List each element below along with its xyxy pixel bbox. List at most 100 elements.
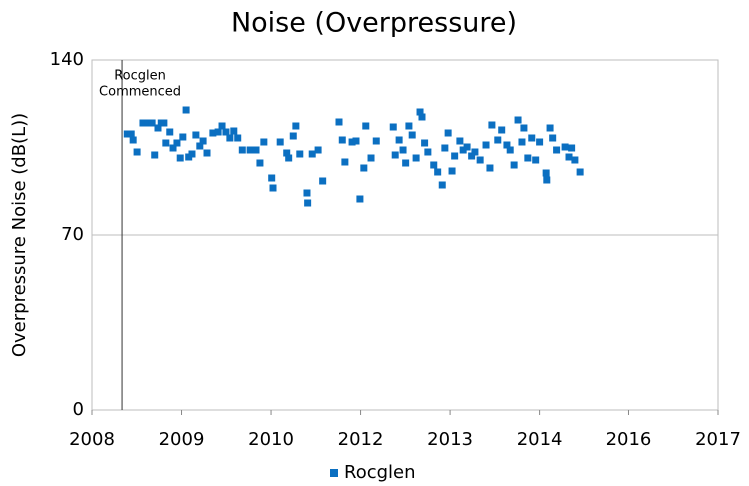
x-tick-label: 2013 [427, 429, 473, 450]
point [203, 149, 211, 157]
chart-title: Noise (Overpressure) [231, 8, 517, 39]
point [367, 154, 375, 162]
point [356, 195, 364, 203]
point [285, 154, 293, 162]
point [303, 189, 311, 197]
point [296, 150, 304, 158]
point [418, 113, 426, 121]
point [222, 128, 230, 136]
legend-label: Rocglen [344, 462, 416, 483]
point [188, 150, 196, 158]
point [434, 168, 442, 176]
point [451, 152, 459, 160]
point [238, 146, 246, 154]
point [148, 119, 156, 127]
point [341, 158, 349, 166]
point [169, 144, 177, 152]
point [441, 144, 449, 152]
point [372, 137, 380, 145]
point [335, 118, 343, 126]
point [360, 164, 368, 172]
point [416, 108, 424, 116]
point [532, 156, 540, 164]
point [151, 151, 159, 159]
point [304, 199, 312, 207]
point [518, 138, 526, 146]
point [176, 154, 184, 162]
point [528, 134, 536, 142]
point [391, 151, 399, 159]
point [561, 143, 569, 151]
point [289, 132, 297, 140]
point [338, 136, 346, 144]
point [256, 159, 264, 167]
point [196, 142, 204, 150]
legend-swatch [330, 469, 338, 477]
point [506, 146, 514, 154]
point [154, 124, 162, 132]
point [362, 122, 370, 130]
point [260, 138, 268, 146]
annotation-text: Commenced [99, 85, 181, 100]
y-tick-label: 140 [50, 49, 84, 70]
y-tick-label: 70 [61, 224, 84, 245]
point [553, 146, 561, 154]
point [166, 128, 174, 136]
point [127, 130, 135, 138]
point [524, 154, 532, 162]
point [498, 126, 506, 134]
point [576, 168, 584, 176]
point [162, 139, 170, 147]
y-tick-label: 0 [73, 399, 84, 420]
point [123, 130, 131, 138]
point [129, 136, 137, 144]
point [430, 161, 438, 169]
point [438, 181, 446, 189]
point [160, 119, 168, 127]
point [471, 148, 479, 156]
point [218, 122, 226, 130]
point [459, 146, 467, 154]
point [536, 138, 544, 146]
point [482, 141, 490, 149]
point [292, 122, 300, 130]
point [314, 146, 322, 154]
point [395, 136, 403, 144]
x-tick-label: 2008 [69, 429, 115, 450]
point [503, 141, 511, 149]
point [463, 143, 471, 151]
point [133, 148, 141, 156]
point [276, 138, 284, 146]
point [268, 174, 276, 182]
point [468, 152, 476, 160]
point [488, 121, 496, 129]
x-tick-label: 2017 [695, 429, 741, 450]
point [389, 123, 397, 131]
point [421, 139, 429, 147]
point [456, 137, 464, 145]
x-tick-label: 2009 [159, 429, 205, 450]
x-tick-label: 2012 [338, 429, 384, 450]
point [546, 124, 554, 132]
point [408, 131, 416, 139]
point [476, 156, 484, 164]
point [192, 131, 200, 139]
point [209, 129, 217, 137]
point [269, 184, 277, 192]
point [308, 150, 316, 158]
point [252, 146, 260, 154]
point [520, 124, 528, 132]
x-tick-label: 2010 [248, 429, 294, 450]
point [571, 156, 579, 164]
point [448, 167, 456, 175]
point [405, 122, 413, 130]
point [283, 149, 291, 157]
point [199, 137, 207, 145]
point [444, 129, 452, 137]
point [182, 106, 190, 114]
point [144, 119, 152, 127]
point [568, 144, 576, 152]
point [486, 164, 494, 172]
point [412, 154, 420, 162]
annotation-text: Rocglen [114, 69, 166, 84]
